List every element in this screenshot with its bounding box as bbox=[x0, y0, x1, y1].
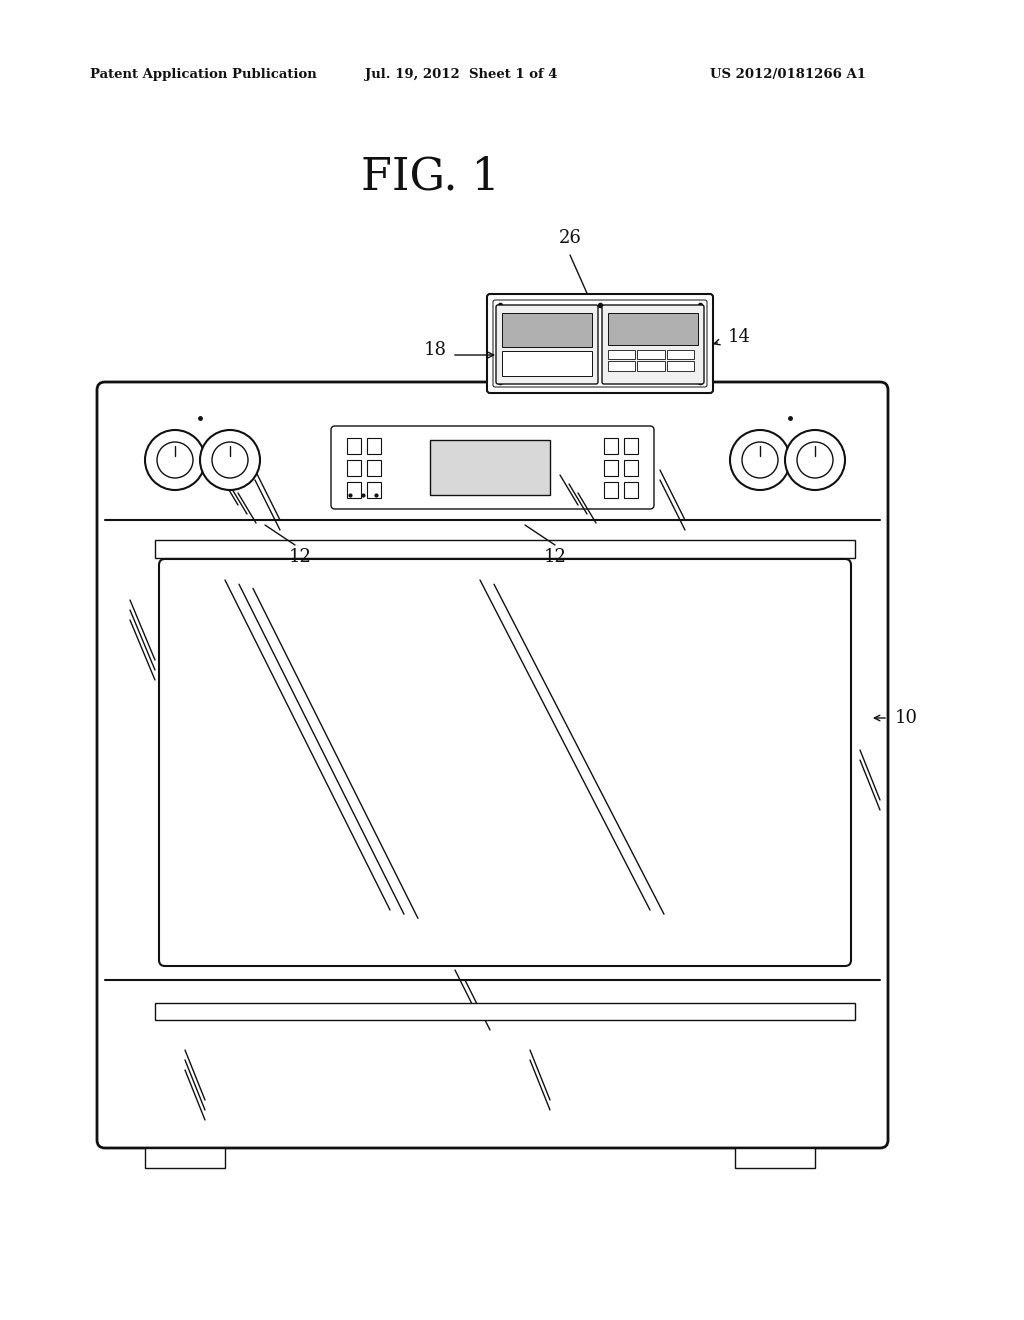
Bar bbox=[735, 1148, 815, 1168]
Text: Patent Application Publication: Patent Application Publication bbox=[90, 69, 316, 81]
FancyBboxPatch shape bbox=[496, 305, 598, 384]
Bar bbox=[347, 459, 361, 477]
FancyBboxPatch shape bbox=[493, 300, 707, 387]
Bar bbox=[367, 482, 381, 498]
Bar bbox=[604, 459, 618, 477]
Bar bbox=[637, 362, 665, 371]
Bar bbox=[608, 313, 698, 345]
Circle shape bbox=[730, 430, 790, 490]
Bar bbox=[367, 459, 381, 477]
Text: 26: 26 bbox=[558, 228, 582, 247]
Bar bbox=[608, 362, 635, 371]
FancyBboxPatch shape bbox=[602, 305, 705, 384]
FancyBboxPatch shape bbox=[487, 294, 713, 393]
Bar bbox=[624, 459, 638, 477]
Bar bbox=[624, 482, 638, 498]
Bar bbox=[604, 438, 618, 454]
Bar bbox=[637, 350, 665, 359]
Circle shape bbox=[200, 430, 260, 490]
FancyBboxPatch shape bbox=[331, 426, 654, 510]
Text: 14: 14 bbox=[728, 327, 751, 346]
FancyBboxPatch shape bbox=[97, 381, 888, 1148]
Text: Jul. 19, 2012  Sheet 1 of 4: Jul. 19, 2012 Sheet 1 of 4 bbox=[365, 69, 557, 81]
Circle shape bbox=[797, 442, 833, 478]
Bar bbox=[667, 362, 694, 371]
Bar bbox=[502, 313, 592, 347]
Bar bbox=[347, 482, 361, 498]
Circle shape bbox=[157, 442, 193, 478]
Bar bbox=[145, 1148, 225, 1168]
Text: 12: 12 bbox=[289, 548, 311, 566]
Bar bbox=[367, 438, 381, 454]
Bar bbox=[608, 350, 635, 359]
Text: 18: 18 bbox=[424, 341, 447, 359]
Bar bbox=[624, 438, 638, 454]
Bar bbox=[155, 540, 855, 558]
Text: 10: 10 bbox=[895, 709, 918, 727]
Bar bbox=[604, 482, 618, 498]
Bar bbox=[430, 440, 550, 495]
Circle shape bbox=[785, 430, 845, 490]
Bar bbox=[502, 351, 592, 376]
Text: US 2012/0181266 A1: US 2012/0181266 A1 bbox=[710, 69, 866, 81]
Circle shape bbox=[212, 442, 248, 478]
FancyBboxPatch shape bbox=[159, 558, 851, 966]
Bar bbox=[155, 1003, 855, 1020]
Bar bbox=[347, 438, 361, 454]
Text: 12: 12 bbox=[544, 548, 566, 566]
Circle shape bbox=[742, 442, 778, 478]
Text: FIG. 1: FIG. 1 bbox=[360, 154, 500, 198]
Circle shape bbox=[145, 430, 205, 490]
Bar bbox=[667, 350, 694, 359]
